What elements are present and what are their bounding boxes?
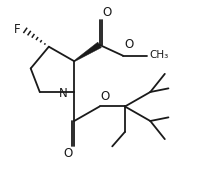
Text: F: F [14,23,21,36]
Text: O: O [124,38,133,51]
Text: O: O [100,89,110,102]
Text: N: N [59,87,68,100]
Text: CH₃: CH₃ [149,50,169,60]
Polygon shape [74,42,101,62]
Text: O: O [63,147,72,160]
Text: O: O [102,6,112,19]
